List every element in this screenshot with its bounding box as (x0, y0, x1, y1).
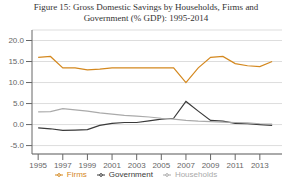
svg-text:2001: 2001 (103, 161, 121, 170)
svg-text:2011: 2011 (227, 161, 245, 170)
svg-text:2009: 2009 (202, 161, 220, 170)
svg-text:15.0: 15.0 (8, 57, 24, 66)
html-text:Government (% GDP): 1995-2014: Government (% GDP): 1995-2014 (83, 13, 209, 23)
svg-text:1997: 1997 (54, 161, 72, 170)
svg-text:10.0: 10.0 (8, 78, 24, 87)
svg-text:2013: 2013 (251, 161, 269, 170)
html-text:Figure 15: Gross Domestic Savi: Figure 15: Gross Domestic Savings by Hou… (33, 2, 259, 12)
svg-text:5.0: 5.0 (13, 99, 25, 108)
svg-text:2007: 2007 (177, 161, 195, 170)
html-text:Government: Government (108, 170, 153, 179)
svg-text:2003: 2003 (128, 161, 146, 170)
svg-text:2005: 2005 (152, 161, 170, 170)
svg-text:-5.0: -5.0 (10, 141, 24, 150)
svg-text:20.0: 20.0 (8, 36, 24, 45)
html-text:Firms: Firms (66, 170, 87, 179)
html-text:Households: Households (174, 170, 218, 179)
svg-text:1995: 1995 (29, 161, 47, 170)
svg-text:0.0: 0.0 (13, 120, 25, 129)
svg-text:1999: 1999 (79, 161, 97, 170)
